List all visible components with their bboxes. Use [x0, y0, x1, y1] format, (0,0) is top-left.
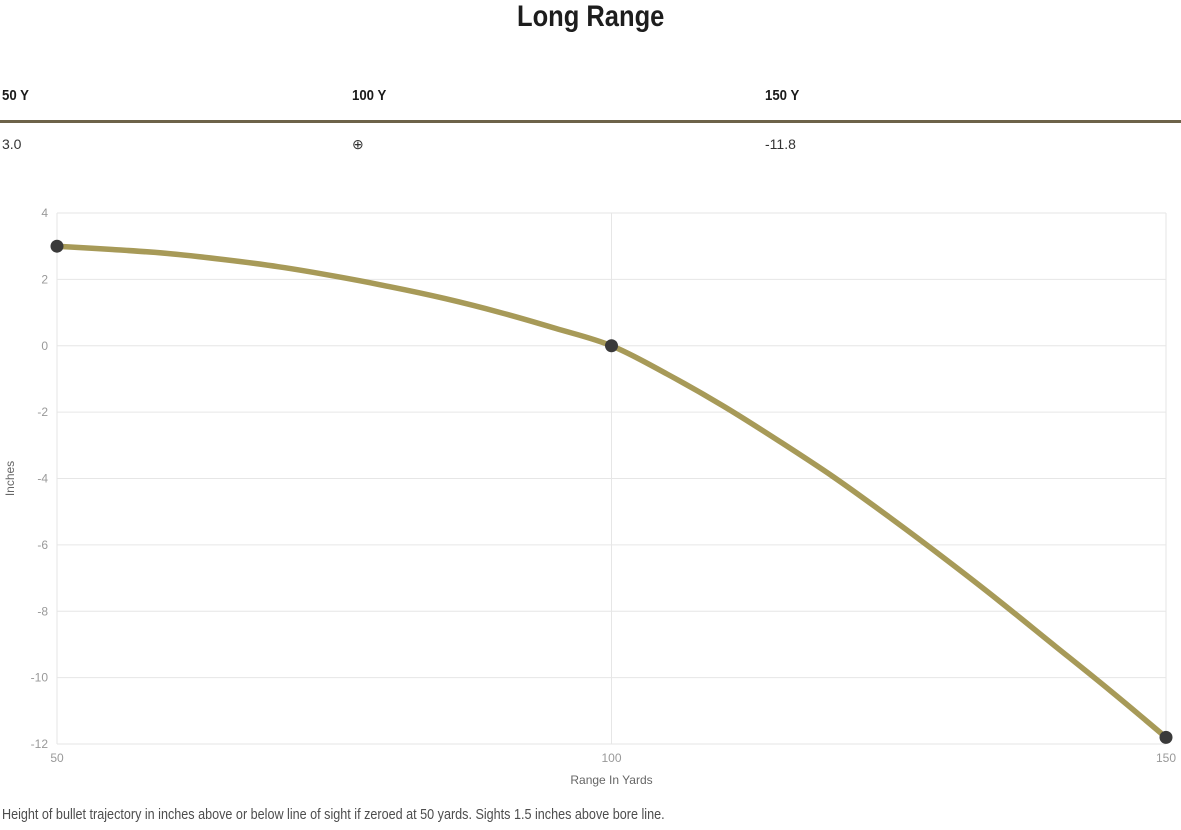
trajectory-line — [54, 243, 1169, 741]
y-tick-label: 4 — [41, 206, 48, 220]
y-tick-label: -2 — [37, 405, 48, 419]
range-summary-value-row: 3.0 ⊕ -11.8 — [0, 136, 1181, 154]
data-point-marker[interactable] — [50, 239, 64, 253]
summary-divider — [0, 120, 1181, 123]
y-axis-title: Inches — [3, 461, 17, 496]
x-axis-title: Range In Yards — [570, 773, 652, 787]
data-point-marker[interactable] — [1159, 730, 1173, 744]
summary-header-50y: 50 Y — [2, 87, 29, 104]
y-tick-label: -8 — [37, 604, 48, 618]
summary-value-150y: -11.8 — [765, 136, 796, 152]
x-tick-label: 100 — [601, 751, 621, 765]
y-tick-label: 2 — [41, 272, 48, 286]
y-tick-label: 0 — [41, 339, 48, 353]
y-tick-label: -10 — [31, 671, 49, 685]
summary-header-150y: 150 Y — [765, 87, 800, 104]
trajectory-chart: 4 2 0 -2 -4 -6 -8 -10 -12 50 100 150 Range In Yards I… — [0, 196, 1181, 796]
page-title: Long Range — [0, 1, 1181, 33]
chart-caption: Height of bullet trajectory in inches ab… — [2, 805, 1181, 825]
zero-symbol-value: ⊕ — [352, 136, 364, 152]
x-tick-label: 150 — [1156, 751, 1176, 765]
x-tick-label: 50 — [50, 751, 64, 765]
page-title-text: Long Range — [516, 0, 665, 33]
y-tick-label: -4 — [37, 472, 48, 486]
chart-caption-text: Height of bullet trajectory in inches ab… — [2, 806, 665, 823]
summary-value-50y: 3.0 — [2, 136, 22, 152]
y-tick-label: -12 — [31, 737, 49, 751]
y-tick-label: -6 — [37, 538, 48, 552]
summary-header-100y: 100 Y — [352, 87, 387, 104]
range-summary-header-row: 50 Y 100 Y 150 Y — [0, 87, 1181, 105]
data-point-marker[interactable] — [605, 339, 618, 353]
